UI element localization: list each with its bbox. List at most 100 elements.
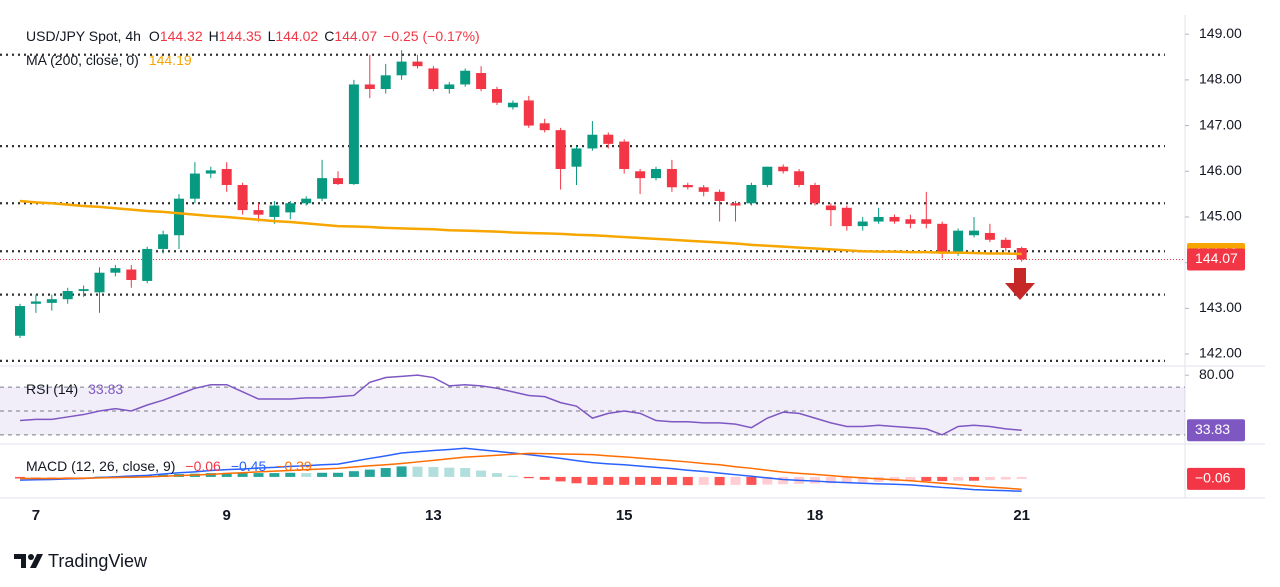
candle-body — [984, 232, 995, 240]
macd-histogram-bar — [46, 476, 57, 478]
macd-histogram-bar — [810, 476, 820, 484]
candle-body — [523, 100, 534, 126]
brand-logo-dot — [28, 554, 34, 560]
candle-body — [301, 198, 312, 204]
x-tick-label: 13 — [425, 507, 442, 524]
rsi-value: 33.83 — [88, 381, 123, 397]
macd-histogram-bar — [396, 466, 407, 477]
signal-value: −0.39 — [276, 458, 312, 474]
legend-ma: MA (200, close, 0) 144.19 — [26, 52, 192, 68]
arrow-head — [1005, 283, 1035, 300]
candle-body — [94, 272, 105, 293]
macd-histogram-bar — [428, 467, 439, 477]
macd-histogram-bar — [285, 472, 296, 477]
candle-body — [587, 134, 598, 149]
y-tick-label: 143.00 — [1199, 299, 1242, 315]
macd-histogram-bar — [698, 476, 709, 485]
plot: 142.00143.00144.00145.00146.00147.00148.… — [0, 25, 1245, 524]
macd-histogram-bar — [730, 476, 741, 485]
signal-line — [20, 452, 1022, 491]
candle-body — [953, 230, 964, 254]
candle-body — [507, 102, 518, 108]
ohlc-label: H — [209, 28, 219, 44]
macd-name: MACD (12, 26, close, 9) — [26, 458, 175, 474]
candle-body — [539, 123, 550, 131]
macd-histogram-bar — [762, 476, 773, 485]
candle-body — [62, 290, 73, 300]
price-tag-label: 33.83 — [1195, 421, 1230, 437]
candle-body — [555, 130, 566, 169]
macd-histogram-bar — [253, 473, 264, 477]
y-tick-label: 142.00 — [1199, 345, 1242, 361]
macd-histogram-bar — [507, 475, 518, 477]
macd-histogram-bar — [825, 476, 836, 484]
ohlc-value: 144.32 — [160, 28, 203, 44]
macd-histogram-bar — [15, 476, 25, 479]
candle-body — [348, 84, 359, 185]
candle-body — [476, 73, 487, 90]
candle-body — [380, 75, 391, 90]
macd-histogram-bar — [142, 475, 153, 477]
rsi-line — [19, 374, 1022, 436]
symbol-title: USD/JPY Spot, 4h — [26, 28, 141, 44]
y-tick-label: 149.00 — [1199, 25, 1242, 41]
macd-value: −0.45 — [231, 458, 267, 474]
x-tick-label: 21 — [1013, 507, 1030, 524]
candle-body — [746, 184, 757, 204]
candle-body — [841, 207, 852, 227]
macd-histogram-bar — [317, 472, 328, 477]
macd-histogram-bar — [635, 476, 646, 485]
ma-value: 144.19 — [149, 52, 192, 68]
price-tag-label: −0.06 — [1195, 470, 1231, 486]
y-tick-label: 145.00 — [1199, 208, 1242, 224]
candle-body — [921, 219, 932, 224]
y-tick-label: 146.00 — [1199, 162, 1242, 178]
x-tick-label: 15 — [616, 507, 633, 524]
y-tick-label: 80.00 — [1199, 366, 1234, 382]
candle-body — [364, 84, 375, 90]
macd-histogram-bar — [555, 476, 566, 482]
macd-histogram-bar — [953, 476, 964, 481]
ohlc-label: L — [268, 28, 276, 44]
macd-histogram-bar — [492, 473, 502, 477]
candle-body — [285, 203, 296, 213]
candle-body — [1000, 239, 1011, 249]
candle-body — [428, 68, 439, 90]
x-tick-label: 9 — [223, 507, 231, 524]
candle-body — [635, 171, 646, 179]
macd-histogram-bar — [666, 476, 677, 485]
candle-body — [857, 221, 868, 227]
price-tag — [1187, 419, 1245, 442]
ohlc-label: C — [324, 28, 334, 44]
candle-body — [158, 234, 169, 249]
price-tag — [1187, 467, 1245, 490]
macd-histogram-bar — [841, 476, 852, 483]
macd-histogram-bar — [30, 476, 41, 479]
macd-histogram-bar — [221, 473, 232, 477]
candle-body — [937, 223, 948, 254]
macd-histogram-bar — [587, 476, 598, 485]
candle-body — [619, 141, 630, 169]
macd-histogram-bar — [746, 476, 757, 485]
macd-histogram-bar — [857, 476, 868, 483]
macd-histogram-bar — [333, 472, 343, 477]
brand: TradingView — [14, 551, 148, 571]
price-tag-label: 144.07 — [1195, 250, 1238, 266]
macd-histogram-bar — [682, 476, 693, 486]
candle-body — [174, 198, 184, 236]
macd-histogram-bar — [269, 473, 280, 477]
candle-body — [15, 306, 25, 336]
candle-body — [205, 170, 216, 174]
candle-body — [969, 230, 979, 236]
macd-histogram-bar — [984, 476, 995, 481]
macd-histogram-bar — [62, 476, 73, 478]
macd-histogram-bar — [364, 469, 375, 477]
candle-body — [714, 191, 725, 201]
y-tick-label: 148.00 — [1199, 71, 1242, 87]
macd-histogram-bar — [714, 476, 725, 486]
candle-body — [666, 168, 677, 188]
candle-body — [889, 216, 900, 222]
macd-histogram-bar — [937, 476, 948, 482]
